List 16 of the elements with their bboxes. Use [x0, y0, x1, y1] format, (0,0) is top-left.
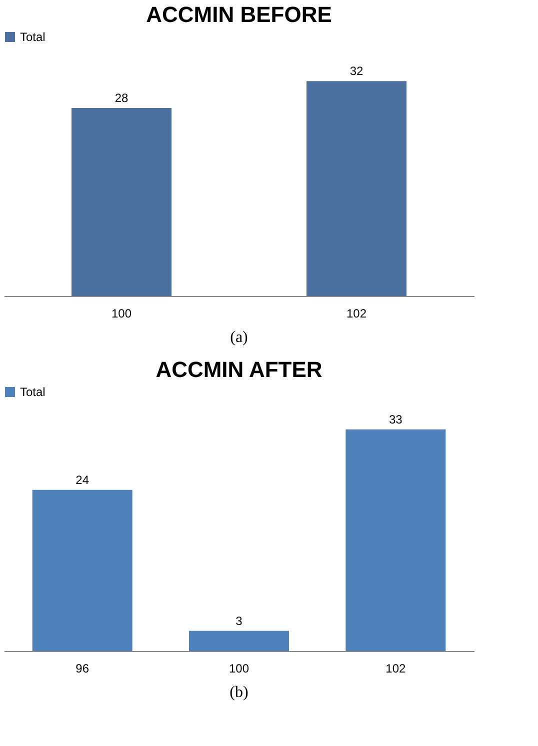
data-label: 24 — [76, 472, 90, 487]
chart-title: ACCMIN AFTER — [156, 357, 322, 382]
x-tick-label: 102 — [386, 662, 406, 676]
text: (b) — [230, 684, 248, 701]
x-tick-label: 100 — [111, 306, 132, 320]
chart-title: ACCMIN BEFORE — [146, 2, 332, 27]
data-label: 3 — [236, 614, 243, 628]
data-label: 33 — [388, 412, 403, 426]
x-tick-label: 100 — [228, 662, 250, 676]
x-tick-label: 102 — [346, 306, 367, 320]
legend-label: Total — [20, 30, 46, 44]
text: (a) — [230, 329, 248, 346]
legend-label: Total — [20, 385, 46, 399]
x-tick-label: 96 — [76, 662, 90, 676]
data-label: 32 — [350, 64, 364, 78]
data-label: 28 — [114, 91, 128, 105]
